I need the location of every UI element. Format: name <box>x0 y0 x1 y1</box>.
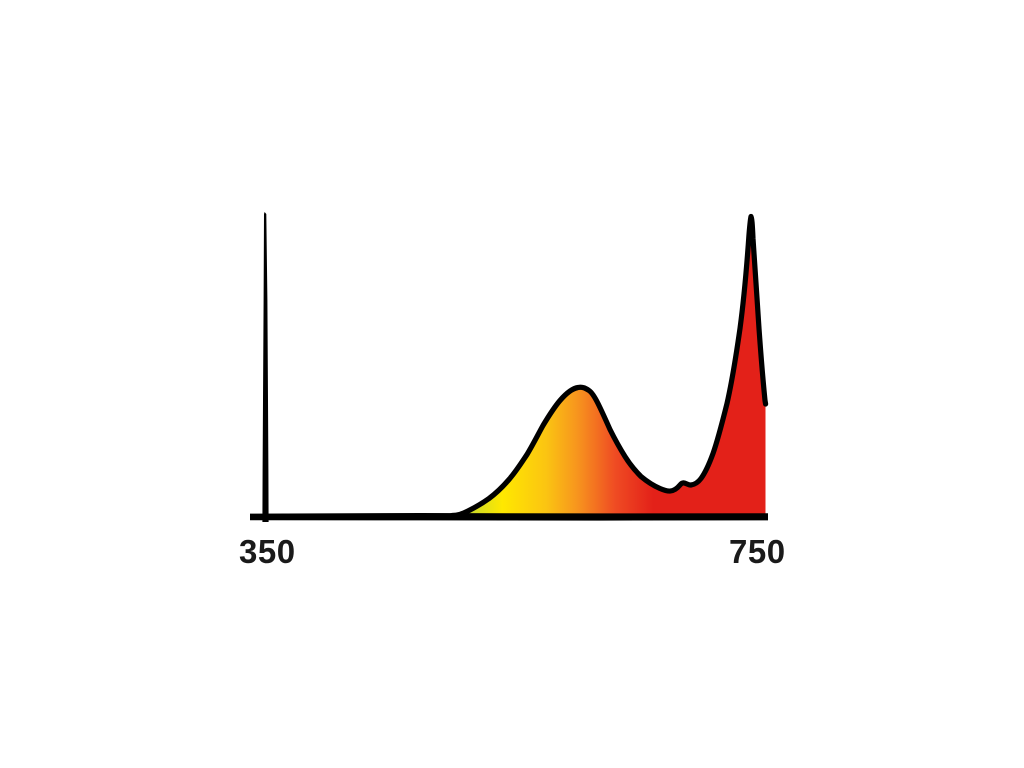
x-axis-tick-label-min: 350 <box>239 533 296 570</box>
y-axis-line <box>262 212 269 522</box>
spectrum-curve-outline <box>449 213 769 519</box>
x-axis-tick-label-max: 750 <box>729 533 786 570</box>
spectrum-area-fill <box>264 218 766 517</box>
x-axis-line <box>250 513 768 521</box>
